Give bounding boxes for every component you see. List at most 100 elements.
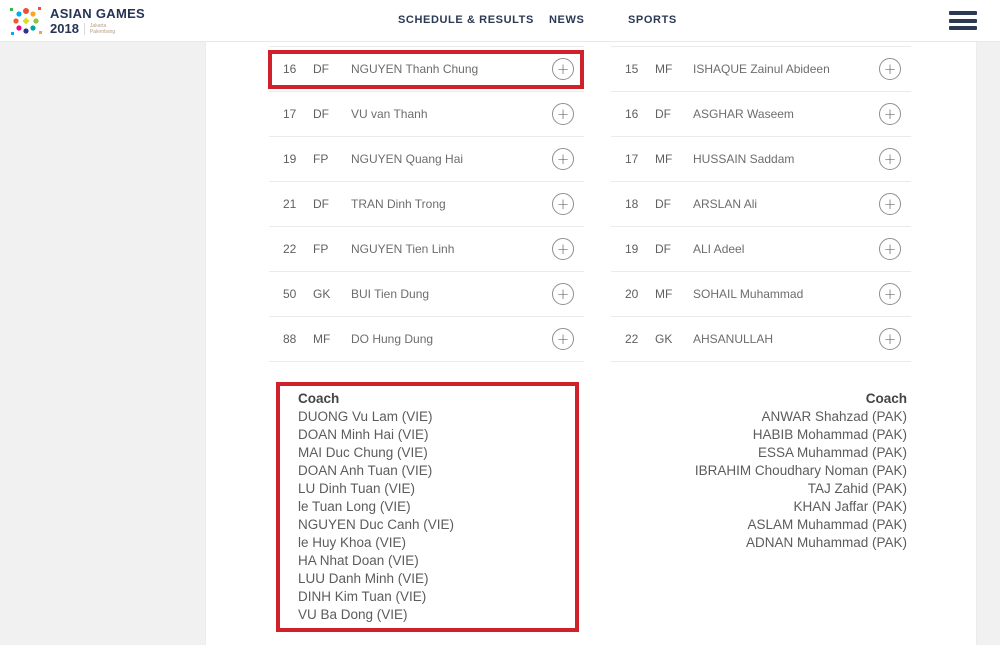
player-row[interactable]: 17 MF HUSSAIN Saddam + <box>611 137 911 182</box>
coach-name: HABIB Mohammad (PAK) <box>752 427 907 442</box>
player-name: ASGHAR Waseem <box>693 107 794 121</box>
plus-icon[interactable]: + <box>552 103 574 125</box>
coach-name: DOAN Anh Tuan (VIE) <box>298 463 433 478</box>
player-position: DF <box>655 107 671 121</box>
player-row[interactable]: 22 GK AHSANULLAH + <box>611 317 911 362</box>
plus-icon[interactable]: + <box>879 238 901 260</box>
player-number: 17 <box>625 152 639 166</box>
nav-schedule-results[interactable]: SCHEDULE & RESULTS <box>398 14 534 26</box>
plus-icon[interactable]: + <box>879 58 901 80</box>
player-position: DF <box>313 197 329 211</box>
player-number: 19 <box>625 242 639 256</box>
plus-icon[interactable]: + <box>879 283 901 305</box>
home-coach-list: Coach DUONG Vu Lam (VIE) DOAN Minh Hai (… <box>298 390 454 624</box>
coach-name: TAJ Zahid (PAK) <box>807 481 907 496</box>
logo-title: ASIAN GAMES <box>50 6 146 21</box>
coach-name: DUONG Vu Lam (VIE) <box>298 409 433 424</box>
player-name: TRAN Dinh Trong <box>351 197 446 211</box>
player-row[interactable]: 21 DF TRAN Dinh Trong + <box>269 182 584 227</box>
player-number: 16 <box>625 107 639 121</box>
player-row[interactable]: 16 DF NGUYEN Thanh Chung + <box>269 47 584 92</box>
plus-icon[interactable]: + <box>879 328 901 350</box>
player-row[interactable]: 19 DF ALI Adeel + <box>611 227 911 272</box>
coach-name: LUU Danh Minh (VIE) <box>298 571 429 586</box>
coach-name: VU Ba Dong (VIE) <box>298 607 408 622</box>
player-number: 50 <box>283 287 297 301</box>
player-row[interactable]: 16 DF ASGHAR Waseem + <box>611 92 911 137</box>
coach-name: le Huy Khoa (VIE) <box>298 535 407 550</box>
player-number: 20 <box>625 287 639 301</box>
player-position: MF <box>655 152 673 166</box>
plus-icon[interactable]: + <box>879 193 901 215</box>
player-name: BUI Tien Dung <box>351 287 430 301</box>
logo-city: Jakarta Palembang <box>89 22 116 35</box>
asian-games-logo[interactable]: ASIAN GAMES 2018 Jakarta Palembang <box>8 3 145 39</box>
player-name: DO Hung Dung <box>351 332 434 346</box>
player-number: 16 <box>283 62 297 76</box>
plus-icon[interactable]: + <box>552 238 574 260</box>
asian-games-logo-icon <box>10 7 42 35</box>
plus-icon[interactable]: + <box>552 193 574 215</box>
player-name: ARSLAN Ali <box>693 197 758 211</box>
coach-name: ASLAM Muhammad (PAK) <box>747 517 907 532</box>
player-name: ALI Adeel <box>693 242 745 256</box>
nav-sports[interactable]: SPORTS <box>628 14 677 26</box>
plus-icon[interactable]: + <box>552 328 574 350</box>
nav-news[interactable]: NEWS <box>549 14 585 26</box>
plus-icon[interactable]: + <box>879 148 901 170</box>
player-number: 17 <box>283 107 297 121</box>
coach-name: LU Dinh Tuan (VIE) <box>298 481 416 496</box>
player-name: NGUYEN Quang Hai <box>351 152 464 166</box>
player-number: 22 <box>283 242 297 256</box>
player-row[interactable]: 19 FP NGUYEN Quang Hai + <box>269 137 584 182</box>
coach-name: ANWAR Shahzad (PAK) <box>761 409 907 424</box>
player-row[interactable]: 15 MF ISHAQUE Zainul Abideen + <box>611 47 911 92</box>
plus-icon[interactable]: + <box>552 148 574 170</box>
player-name: ISHAQUE Zainul Abideen <box>693 62 830 76</box>
coach-name: MAI Duc Chung (VIE) <box>298 445 428 460</box>
player-name: NGUYEN Tien Linh <box>351 242 455 256</box>
coach-name: IBRAHIM Choudhary Noman (PAK) <box>694 463 907 478</box>
player-name: VU van Thanh <box>351 107 428 121</box>
coach-title: Coach <box>865 391 907 406</box>
logo-divider <box>83 22 85 35</box>
player-number: 22 <box>625 332 639 346</box>
logo-text: ASIAN GAMES 2018 Jakarta Palembang <box>50 7 145 35</box>
player-position: DF <box>655 197 671 211</box>
player-position: MF <box>655 62 673 76</box>
player-number: 88 <box>283 332 297 346</box>
player-row[interactable]: 20 MF SOHAIL Muhammad + <box>611 272 911 317</box>
plus-icon[interactable]: + <box>552 283 574 305</box>
player-row[interactable]: 50 GK BUI Tien Dung + <box>269 272 584 317</box>
player-number: 21 <box>283 197 297 211</box>
top-nav-bar: ASIAN GAMES 2018 Jakarta Palembang SCHED… <box>0 0 1000 42</box>
hamburger-menu-icon[interactable] <box>949 11 977 30</box>
player-name: NGUYEN Thanh Chung <box>351 62 479 76</box>
coach-name: ADNAN Muhammad (PAK) <box>745 535 907 550</box>
player-position: DF <box>313 62 329 76</box>
home-team-roster: 16 DF NGUYEN Thanh Chung + 17 DF VU van … <box>269 46 584 362</box>
player-number: 19 <box>283 152 297 166</box>
player-name: AHSANULLAH <box>693 332 774 346</box>
coach-name: le Tuan Long (VIE) <box>298 499 411 514</box>
away-team-roster: 15 MF ISHAQUE Zainul Abideen + 16 DF ASG… <box>611 46 911 362</box>
coach-name: ESSA Muhammad (PAK) <box>757 445 907 460</box>
player-row[interactable]: 88 MF DO Hung Dung + <box>269 317 584 362</box>
plus-icon[interactable]: + <box>552 58 574 80</box>
player-row[interactable]: 18 DF ARSLAN Ali + <box>611 182 911 227</box>
coach-name: HA Nhat Doan (VIE) <box>298 553 419 568</box>
player-position: GK <box>313 287 331 301</box>
away-coach-list: Coach ANWAR Shahzad (PAK) HABIB Mohammad… <box>695 390 907 552</box>
player-position: GK <box>655 332 673 346</box>
player-name: SOHAIL Muhammad <box>693 287 804 301</box>
player-position: DF <box>313 107 329 121</box>
player-position: FP <box>313 152 329 166</box>
player-row[interactable]: 22 FP NGUYEN Tien Linh + <box>269 227 584 272</box>
coach-name: KHAN Jaffar (PAK) <box>793 499 907 514</box>
player-name: HUSSAIN Saddam <box>693 152 795 166</box>
plus-icon[interactable]: + <box>879 103 901 125</box>
player-position: MF <box>655 287 673 301</box>
player-row[interactable]: 17 DF VU van Thanh + <box>269 92 584 137</box>
player-number: 18 <box>625 197 639 211</box>
